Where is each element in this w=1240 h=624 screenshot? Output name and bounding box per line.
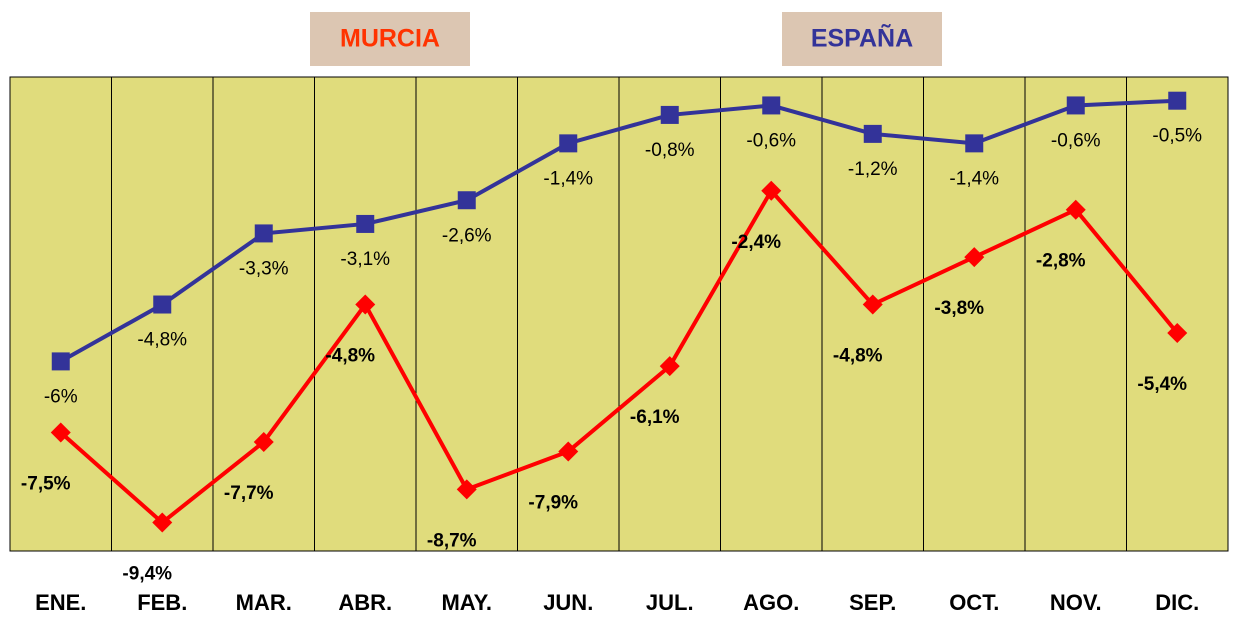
x-tick-label: ENE.	[35, 590, 86, 615]
data-label: -5,4%	[1137, 374, 1187, 395]
square-marker	[965, 134, 984, 153]
data-label: -1,4%	[543, 168, 593, 189]
data-label: -2,6%	[442, 225, 492, 246]
x-tick-label: NOV.	[1050, 590, 1102, 615]
data-label: -3,1%	[340, 249, 390, 270]
x-tick-label: MAR.	[236, 590, 292, 615]
diamond-marker	[253, 431, 274, 452]
x-tick-label: OCT.	[949, 590, 999, 615]
data-label: -2,8%	[1036, 251, 1086, 272]
data-label: -0,6%	[1051, 130, 1101, 151]
diamond-marker	[964, 247, 985, 268]
x-tick-label: ABR.	[338, 590, 392, 615]
diamond-marker	[558, 441, 579, 462]
data-label: -2,4%	[731, 232, 781, 253]
x-tick-label: JUL.	[646, 590, 694, 615]
data-label: -6,1%	[630, 407, 680, 428]
diamond-marker	[862, 294, 883, 315]
diamond-marker	[1167, 322, 1188, 343]
diamond-marker	[50, 422, 71, 443]
data-label: -7,5%	[21, 474, 71, 495]
diamond-marker	[1065, 199, 1086, 220]
square-marker	[356, 214, 375, 233]
data-label: -4,8%	[833, 346, 883, 367]
data-label: -0,5%	[1152, 126, 1202, 147]
x-tick-label: JUN.	[543, 590, 593, 615]
diamond-marker	[659, 356, 680, 377]
series-line	[59, 187, 1179, 526]
data-label: -0,8%	[645, 140, 695, 161]
square-marker	[762, 96, 781, 115]
square-marker	[254, 224, 273, 243]
square-marker	[660, 105, 679, 124]
x-tick-label: DIC.	[1155, 590, 1199, 615]
square-marker	[457, 191, 476, 210]
data-label: -9,4%	[122, 564, 172, 585]
legend-label: MURCIA	[340, 25, 440, 53]
data-label: -3,8%	[934, 298, 984, 319]
x-tick-label: MAY.	[441, 590, 492, 615]
data-label: -6%	[44, 386, 78, 407]
diamond-marker	[152, 512, 173, 533]
x-tick-label: SEP.	[849, 590, 896, 615]
legend-box	[310, 12, 470, 66]
square-marker	[559, 134, 578, 153]
data-label: -1,4%	[949, 168, 999, 189]
square-marker	[1168, 91, 1187, 110]
data-label: -3,3%	[239, 258, 289, 279]
x-tick-label: AGO.	[743, 590, 799, 615]
diamond-marker	[456, 479, 477, 500]
data-label: -0,6%	[746, 130, 796, 151]
square-marker	[1066, 96, 1085, 115]
diamond-marker	[355, 294, 376, 315]
data-label: -7,7%	[224, 483, 274, 504]
series-line	[59, 98, 1178, 364]
data-label: -7,9%	[528, 492, 578, 513]
square-marker	[153, 295, 172, 314]
x-tick-label: FEB.	[137, 590, 187, 615]
diamond-marker	[761, 180, 782, 201]
data-label: -1,2%	[848, 159, 898, 180]
legend-label: ESPAÑA	[811, 23, 913, 53]
data-label: -4,8%	[325, 346, 375, 367]
data-label: -4,8%	[137, 330, 187, 351]
legend-box	[782, 12, 942, 66]
data-label: -8,7%	[427, 530, 477, 551]
square-marker	[51, 352, 70, 371]
square-marker	[863, 124, 882, 143]
